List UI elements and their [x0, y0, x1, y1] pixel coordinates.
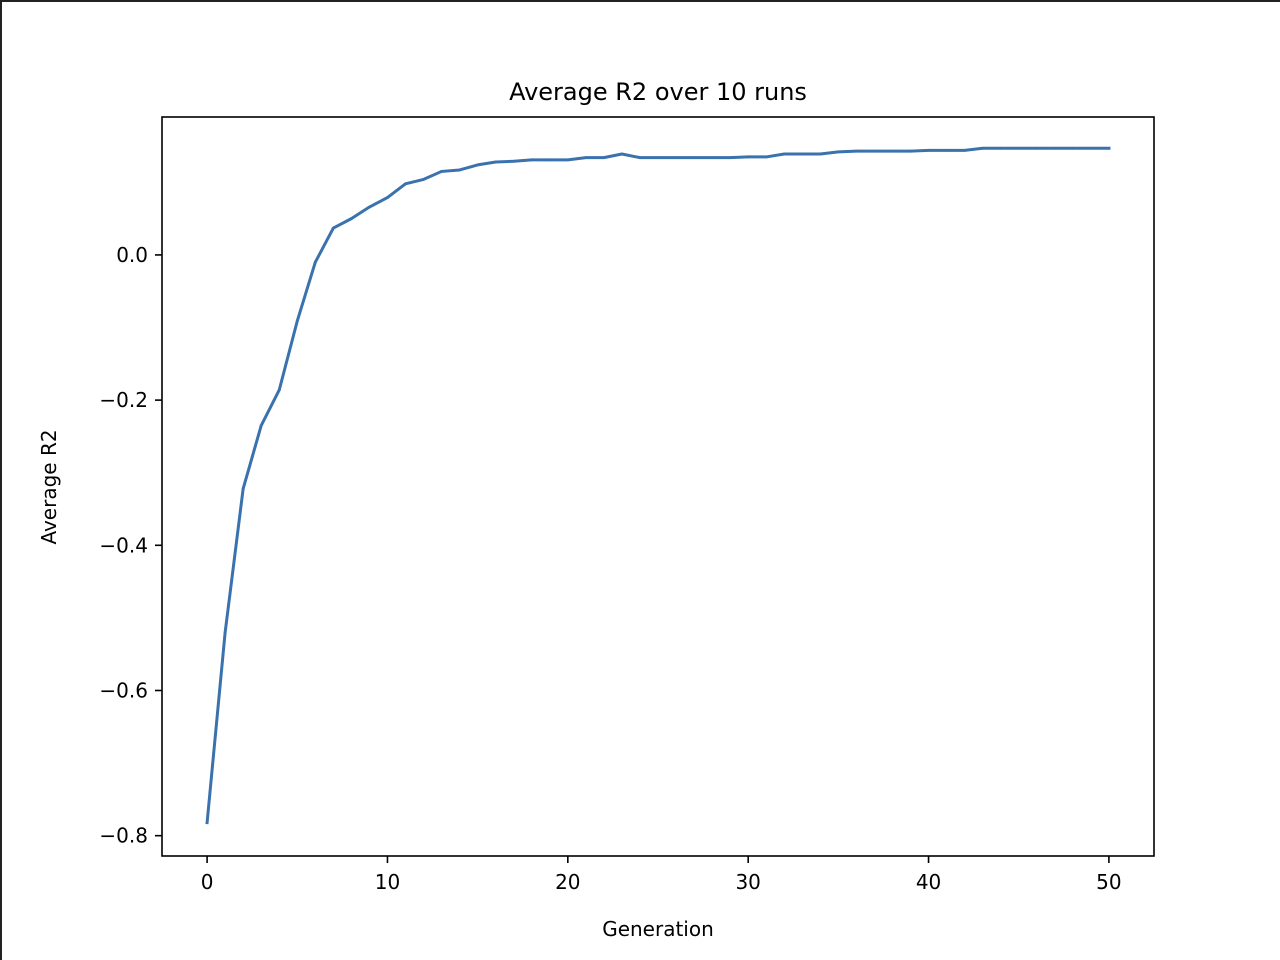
- data-point: [746, 155, 750, 159]
- data-point: [440, 170, 443, 173]
- data-point: [873, 149, 876, 153]
- y-tick-label: −0.4: [99, 533, 148, 557]
- data-point: [710, 156, 714, 160]
- x-axis-ticks: 0 10 20 30 40 50: [201, 856, 1122, 894]
- y-tick-label: −0.6: [99, 678, 148, 702]
- data-point: [566, 158, 570, 162]
- y-axis-ticks: −0.8 −0.6 −0.4 −0.2 0.0: [99, 243, 162, 848]
- data-point: [1035, 146, 1039, 150]
- data-point: [764, 155, 768, 159]
- data-point: [927, 148, 930, 152]
- data-point: [494, 160, 498, 164]
- x-tick-label: 30: [735, 870, 760, 894]
- data-point: [945, 148, 948, 152]
- data-point: [386, 196, 389, 199]
- data-point: [782, 152, 786, 156]
- data-point: [963, 148, 967, 152]
- plot-area-frame: [161, 116, 1155, 857]
- data-point: [259, 424, 263, 427]
- data-point: [1053, 146, 1057, 150]
- y-tick-label: 0.0: [116, 243, 148, 267]
- data-point: [1017, 146, 1021, 150]
- series-layer: [205, 146, 1111, 825]
- data-point: [638, 156, 642, 160]
- data-point: [205, 821, 209, 825]
- data-point: [800, 152, 804, 156]
- data-point: [404, 182, 407, 186]
- data-point: [313, 260, 317, 264]
- y-tick-label: −0.2: [99, 388, 148, 412]
- data-point: [349, 217, 353, 221]
- data-point: [674, 156, 678, 160]
- data-point: [476, 163, 480, 167]
- data-point: [241, 487, 245, 491]
- chart-title: Average R2 over 10 runs: [509, 78, 807, 106]
- data-point: [656, 156, 660, 160]
- data-point: [836, 150, 840, 154]
- data-point: [1089, 146, 1093, 150]
- data-point: [818, 152, 822, 156]
- data-point: [692, 156, 696, 160]
- top-edge-line: [0, 0, 1280, 2]
- data-point: [1071, 146, 1075, 150]
- data-point: [458, 168, 461, 172]
- data-point: [728, 156, 732, 160]
- data-point: [909, 149, 912, 153]
- data-point: [277, 388, 281, 392]
- data-point: [548, 158, 552, 162]
- x-tick-label: 20: [555, 870, 580, 894]
- data-point: [512, 159, 516, 163]
- y-axis-label: Average R2: [37, 429, 61, 544]
- data-point: [331, 226, 335, 230]
- data-point: [620, 152, 624, 156]
- x-tick-label: 40: [916, 870, 941, 894]
- data-point: [602, 156, 606, 160]
- data-point: [422, 178, 425, 181]
- x-tick-label: 10: [375, 870, 400, 894]
- x-tick-label: 0: [201, 870, 214, 894]
- data-point: [855, 149, 858, 153]
- data-point: [981, 146, 985, 150]
- data-point: [223, 631, 227, 634]
- data-point: [295, 319, 299, 323]
- data-point: [999, 146, 1003, 150]
- data-point: [368, 205, 371, 209]
- data-point: [891, 149, 894, 153]
- y-tick-label: −0.8: [99, 824, 148, 848]
- left-edge-line: [0, 0, 2, 960]
- x-axis-label: Generation: [602, 917, 714, 941]
- series-line: [205, 146, 1111, 825]
- data-point: [530, 158, 534, 162]
- data-point: [584, 156, 588, 160]
- x-tick-label: 50: [1096, 870, 1121, 894]
- data-point: [1107, 146, 1111, 150]
